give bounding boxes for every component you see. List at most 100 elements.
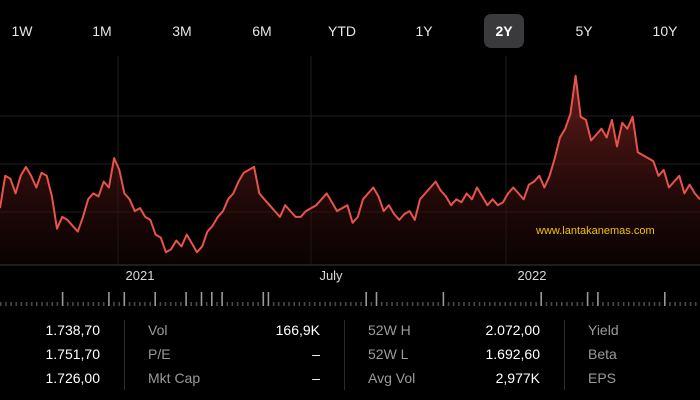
volume-bar xyxy=(602,302,604,306)
volume-bar xyxy=(15,302,17,306)
volume-bar xyxy=(51,302,54,306)
volume-bar xyxy=(483,302,486,306)
volume-bar xyxy=(308,302,311,306)
volume-bar xyxy=(504,302,506,306)
volume-bar xyxy=(205,302,208,306)
stat-pe-label: P/E xyxy=(148,346,171,362)
range-button-5y[interactable]: 5Y xyxy=(575,23,593,39)
volume-bar xyxy=(113,302,115,306)
volume-bar xyxy=(576,302,579,306)
volume-bar xyxy=(499,302,501,306)
range-button-1y[interactable]: 1Y xyxy=(415,23,433,39)
volume-bar xyxy=(561,302,563,306)
volume-bar xyxy=(41,302,43,306)
volume-bar xyxy=(257,302,259,306)
volume-bar xyxy=(133,302,136,306)
volume-bar xyxy=(324,302,326,306)
volume-bar xyxy=(339,302,342,306)
range-button-3m[interactable]: 3M xyxy=(172,23,192,39)
volume-bar xyxy=(458,302,460,306)
volume-bar xyxy=(586,292,589,306)
volume-bar xyxy=(72,302,74,306)
range-button-2y[interactable]: 2Y xyxy=(484,14,524,48)
volume-bar xyxy=(66,302,69,306)
volume-bar xyxy=(303,302,306,306)
volume-bar xyxy=(216,302,218,306)
volume-bar xyxy=(25,302,28,306)
volume-bar xyxy=(350,302,352,306)
range-button-1m[interactable]: 1M xyxy=(92,23,112,39)
volume-bar xyxy=(370,302,373,306)
volume-bar xyxy=(509,302,512,306)
volume-bar xyxy=(221,292,223,306)
volume-bar xyxy=(87,302,90,306)
volume-bar xyxy=(674,302,676,306)
volume-bar xyxy=(10,302,12,306)
volume-bar xyxy=(277,302,280,306)
stat-avgvol-label: Avg Vol xyxy=(368,370,416,386)
volume-bar xyxy=(252,302,254,306)
volume-bar xyxy=(200,292,203,306)
volume-bar xyxy=(154,292,156,306)
volume-bar xyxy=(627,302,630,306)
price-chart-svg[interactable]: www.lantakanemas.com 2021 July 2022 xyxy=(0,56,700,308)
volume-bar xyxy=(77,302,79,306)
volume-bar xyxy=(617,302,620,306)
volume-bar xyxy=(185,292,187,306)
volume-bar xyxy=(92,302,95,306)
stat-52wl-label: 52W L xyxy=(368,346,409,362)
volume-bar xyxy=(612,302,615,306)
volume-bar xyxy=(679,302,681,306)
price-chart[interactable]: www.lantakanemas.com 2021 July 2022 xyxy=(0,56,700,308)
volume-bar xyxy=(643,302,645,306)
stat-low-value: 1.726,00 xyxy=(45,370,101,386)
range-button-10y[interactable]: 10Y xyxy=(652,23,678,39)
volume-bar xyxy=(581,302,584,306)
volume-bar xyxy=(658,302,661,306)
stat-high-value: 1.751,70 xyxy=(45,346,101,362)
volume-bar xyxy=(427,302,429,306)
volume-bar xyxy=(478,302,481,306)
volume-bar xyxy=(247,302,249,306)
volume-bar xyxy=(195,302,198,306)
stat-yield-label: Yield xyxy=(588,322,619,338)
volume-bar xyxy=(684,302,687,306)
volume-bar xyxy=(0,302,2,306)
volume-bar xyxy=(633,302,635,306)
stat-pe-value: – xyxy=(312,346,320,362)
volume-bar xyxy=(694,302,697,306)
volume-bar xyxy=(648,302,651,306)
volume-bar xyxy=(5,302,7,306)
volume-bar xyxy=(664,292,666,306)
volume-bar xyxy=(61,292,64,306)
volume-bar xyxy=(401,302,404,306)
range-button-1w[interactable]: 1W xyxy=(11,23,33,39)
range-button-ytd[interactable]: YTD xyxy=(328,23,356,39)
volume-bar xyxy=(283,302,285,306)
volume-bar xyxy=(494,302,496,306)
volume-bar xyxy=(334,302,337,306)
stat-52wh-value: 2.072,00 xyxy=(485,322,541,338)
volume-bar xyxy=(442,292,445,306)
volume-bar xyxy=(272,302,275,306)
volume-bar xyxy=(180,302,182,306)
volume-bar xyxy=(56,302,59,306)
volume-bar xyxy=(128,302,131,306)
volume-bar xyxy=(355,302,357,306)
volume-bar xyxy=(102,302,105,306)
volume-bar xyxy=(653,302,656,306)
volume-bar xyxy=(396,302,398,306)
volume-bar xyxy=(262,292,265,306)
volume-bar xyxy=(607,302,609,306)
x-label-2021: 2021 xyxy=(126,268,155,283)
volume-bar xyxy=(411,302,414,306)
volume-bar xyxy=(380,302,383,306)
range-button-6m[interactable]: 6M xyxy=(252,23,272,39)
volume-bar xyxy=(535,302,537,306)
volume-bar xyxy=(97,302,100,306)
volume-bar xyxy=(545,302,548,306)
volume-bar xyxy=(36,302,38,306)
stat-avgvol-value: 2,977K xyxy=(495,370,540,386)
volume-bar xyxy=(432,302,434,306)
volume-bar xyxy=(169,302,172,306)
